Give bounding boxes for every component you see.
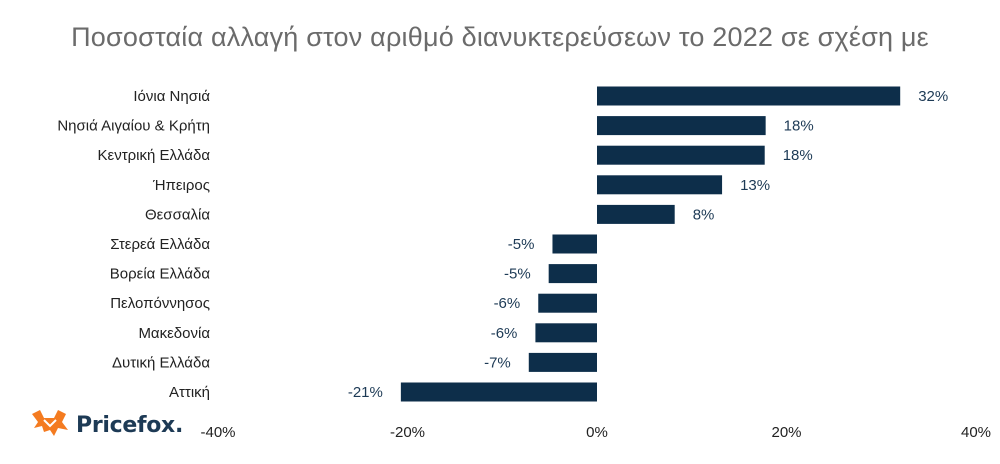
x-tick-labels-group: -40% -20% 0% 20% 40%	[200, 424, 991, 441]
category-label-5: Στερεά Ελλάδα	[110, 236, 210, 253]
bar-0	[597, 86, 901, 106]
category-label-0: Ιόνια Νησιά	[133, 88, 210, 105]
data-label-1: 18%	[784, 118, 814, 135]
bar-9	[528, 352, 597, 372]
chart-title: Ποσοσταία αλλαγή στον αριθμό διανυκτερεύ…	[71, 22, 929, 52]
category-label-9: Δυτική Ελλάδα	[112, 354, 210, 371]
bar-7	[538, 293, 597, 313]
data-label-9: -7%	[484, 354, 511, 371]
data-labels-group: 32% 18% 18% 13% 8% -5% -5% -6% -6% -7% -21%	[348, 88, 948, 401]
category-label-1: Νησιά Αιγαίου & Κρήτη	[57, 118, 210, 135]
x-tick-label-2: 0%	[586, 424, 608, 441]
data-label-10: -21%	[348, 384, 383, 401]
data-label-4: 8%	[693, 206, 715, 223]
bar-1	[597, 116, 766, 136]
bar-3	[597, 175, 723, 195]
bars-group	[400, 86, 901, 402]
category-label-4: Θεσσαλία	[145, 206, 210, 223]
brand-name: Pricefox.	[76, 412, 184, 438]
x-tick-label-1: -20%	[390, 424, 425, 441]
bar-2	[597, 145, 765, 165]
data-label-7: -6%	[494, 295, 521, 312]
brand-logo: Pricefox.	[28, 405, 183, 445]
bar-8	[535, 323, 597, 343]
bar-4	[597, 204, 675, 224]
data-label-3: 13%	[740, 177, 770, 194]
data-label-5: -5%	[508, 236, 535, 253]
data-label-2: 18%	[783, 147, 813, 164]
x-tick-label-0: -40%	[200, 424, 235, 441]
data-label-8: -6%	[491, 325, 518, 342]
category-labels-group: Ιόνια Νησιά Νησιά Αιγαίου & Κρήτη Κεντρική…	[57, 88, 210, 401]
category-label-8: Μακεδονία	[138, 325, 210, 342]
category-label-10: Αττική	[169, 384, 210, 401]
x-tick-label-3: 20%	[771, 424, 801, 441]
category-label-2: Κεντρική Ελλάδα	[98, 147, 211, 164]
category-label-3: Ήπειρος	[152, 177, 210, 194]
bar-10	[400, 382, 597, 402]
fox-icon	[28, 406, 70, 445]
category-label-7: Πελοπόννησος	[110, 295, 210, 312]
x-tick-label-4: 40%	[961, 424, 991, 441]
bar-6	[548, 264, 597, 284]
bar-5	[552, 234, 597, 254]
data-label-6: -5%	[504, 266, 531, 283]
category-label-6: Βορεία Ελλάδα	[110, 266, 211, 283]
data-label-0: 32%	[918, 88, 948, 105]
